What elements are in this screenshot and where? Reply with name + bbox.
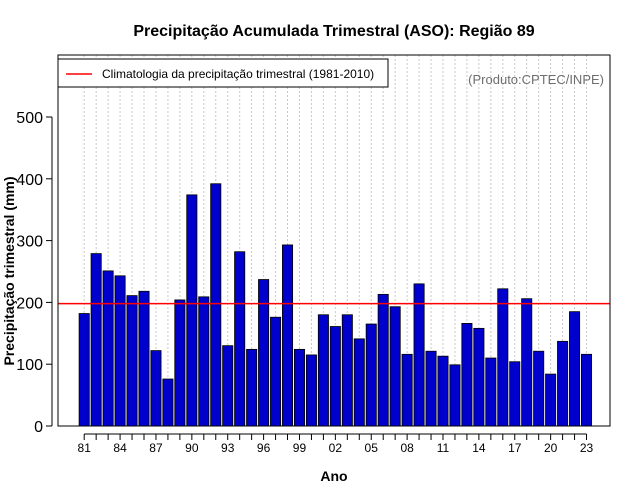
y-tick-label: 200 [16,295,43,312]
x-tick-label: 87 [149,441,163,455]
bar-1998 [282,244,294,427]
bar-1981 [78,313,90,427]
bar-1987 [150,350,162,427]
bar-2014 [473,327,485,427]
bar-2001 [317,314,329,427]
x-axis: 81 84 87 90 93 96 99 02 05 08 11 14 17 20 23 [78,433,594,455]
y-axis: 0 100 200 300 400 500 [16,110,53,436]
bar-2011 [437,355,449,427]
bar-2006 [377,293,389,427]
bar-2003 [341,314,353,427]
chart-title: Precipitação Acumulada Trimestral (ASO):… [133,23,534,40]
x-tick-label: 96 [257,441,271,455]
bars [78,183,593,427]
legend-box [57,58,389,88]
bar-2000 [305,354,317,427]
legend-climatology-label: Climatologia da precipitação trimestral … [102,67,374,81]
bar-2022 [569,311,581,427]
x-tick-label: 11 [437,441,450,455]
bar-1984 [114,275,126,427]
bar-1982 [90,253,102,427]
x-tick-label: 90 [185,441,199,455]
bar-2010 [425,350,437,427]
plot-frame [57,54,611,427]
bar-1990 [186,194,198,427]
bar-1988 [162,378,174,427]
x-tick-label: 20 [544,441,558,455]
x-axis-label: Ano [320,468,347,484]
x-tick-label: 23 [580,441,594,455]
bar-1992 [210,183,222,427]
bar-2009 [413,283,425,427]
y-tick-label: 400 [16,172,43,189]
bar-2002 [329,326,341,427]
credit-text: (Produto:CPTEC/INPE) [468,72,604,87]
y-tick-label: 500 [16,110,43,127]
bar-2021 [557,340,569,427]
legend: Climatologia da precipitação trimestral … [57,58,389,88]
bar-2004 [353,338,365,427]
bar-2012 [449,364,461,427]
bar-1996 [258,279,270,427]
bar-2018 [521,298,533,427]
bar-1999 [293,348,305,427]
bar-1985 [126,295,138,427]
y-tick-label: 100 [16,357,43,374]
bar-2023 [581,353,593,427]
x-tick-label: 81 [78,441,92,455]
x-tick-label: 08 [400,441,414,455]
x-tick-label: 05 [365,441,379,455]
y-axis-label: Precipitação trimestral (mm) [1,176,17,365]
x-tick-label: 02 [329,441,343,455]
y-tick-label: 0 [34,419,43,436]
bar-2016 [497,288,509,427]
bar-2019 [533,350,545,427]
bar-1994 [234,251,246,427]
x-tick-label: 99 [293,441,307,455]
x-tick-label: 14 [472,441,486,455]
bar-2008 [401,353,413,427]
x-tick-label: 17 [508,441,522,455]
bar-1986 [138,290,150,427]
bar-1983 [102,270,114,427]
bar-1991 [198,296,210,427]
bar-2005 [365,323,377,427]
x-tick-label: 84 [113,441,127,455]
x-tick-label: 93 [221,441,235,455]
bar-2015 [485,357,497,427]
bar-2017 [509,361,521,427]
bar-2007 [389,306,401,427]
y-tick-label: 300 [16,234,43,251]
bar-1997 [270,316,282,427]
bar-2013 [461,323,473,427]
bar-2020 [545,373,557,427]
bar-1995 [246,348,258,427]
bar-1989 [174,299,186,427]
bar-1993 [222,345,234,427]
